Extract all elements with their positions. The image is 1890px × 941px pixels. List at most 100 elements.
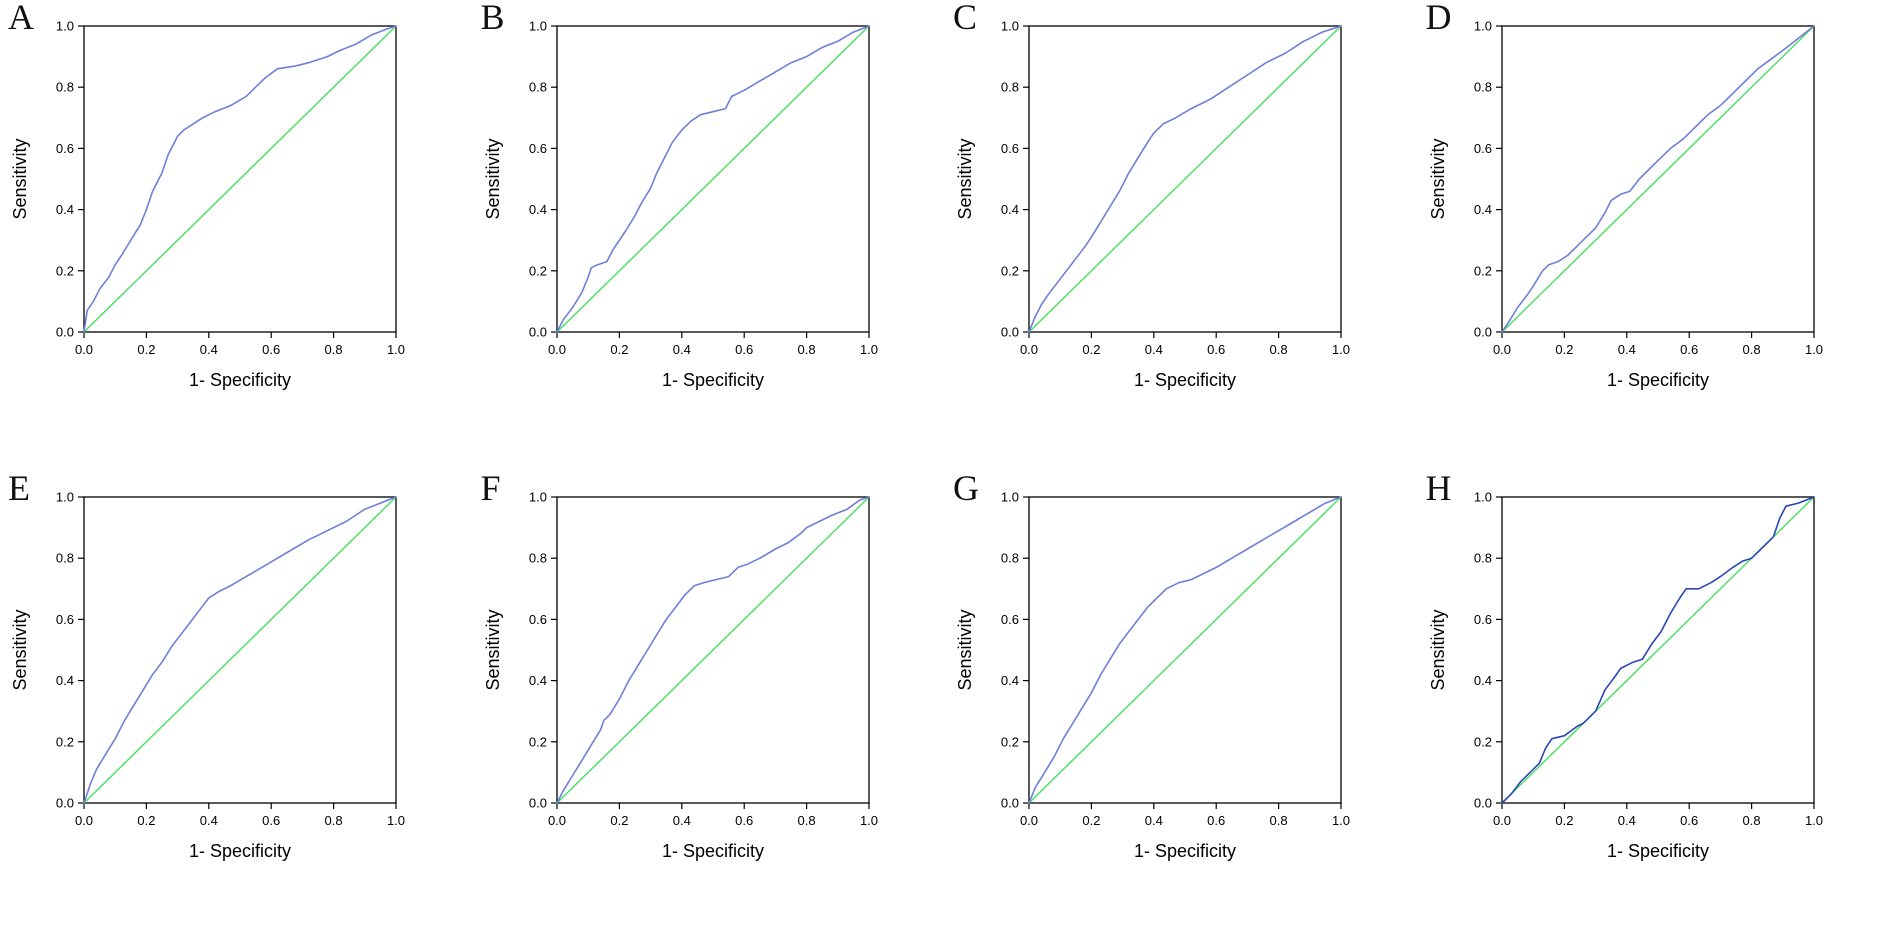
y-tick-label: 1.0 <box>1001 489 1019 504</box>
y-tick-label: 0.0 <box>528 795 546 810</box>
y-tick-label: 0.4 <box>528 202 546 217</box>
y-tick-label: 0.2 <box>56 263 74 278</box>
y-axis-label: Sensitivity <box>1428 609 1448 690</box>
x-tick-label: 0.8 <box>325 342 343 357</box>
y-tick-label: 0.2 <box>1473 263 1491 278</box>
x-tick-label: 0.4 <box>1145 813 1163 828</box>
y-tick-label: 0.0 <box>56 325 74 340</box>
x-axis-label: 1- Specificity <box>1606 370 1708 390</box>
x-tick-label: 1.0 <box>1804 342 1822 357</box>
x-axis-label: 1- Specificity <box>189 370 291 390</box>
x-tick-label: 0.2 <box>1555 813 1573 828</box>
y-tick-label: 0.6 <box>1473 141 1491 156</box>
x-tick-label: 0.8 <box>1270 813 1288 828</box>
roc-curve <box>83 495 397 804</box>
y-tick-label: 0.8 <box>1001 550 1019 565</box>
x-tick-label: 0.4 <box>200 813 218 828</box>
y-tick-label: 1.0 <box>56 489 74 504</box>
x-tick-label: 1.0 <box>1332 813 1350 828</box>
y-tick-label: 0.4 <box>56 202 74 217</box>
y-tick-label: 1.0 <box>528 19 546 34</box>
roc-panel-C: C 0.0 0.0 0.2 0.2 0.4 0.4 0.6 0.6 0.8 0.8 1.0 1.0 1- … <box>945 0 1417 470</box>
y-tick-label: 0.8 <box>528 550 546 565</box>
x-tick-label: 0.2 <box>137 342 155 357</box>
y-tick-label: 0.6 <box>56 141 74 156</box>
roc-panel-A: A 0.0 0.0 0.2 0.2 0.4 0.4 0.6 0.6 0.8 0.8 1.0 1.0 1- … <box>0 0 472 470</box>
y-axis-label: Sensitivity <box>10 138 30 219</box>
panel-label: F <box>480 470 501 508</box>
x-tick-label: 0.6 <box>1207 342 1225 357</box>
x-tick-label: 0.2 <box>1082 342 1100 357</box>
roc-curve <box>1500 495 1815 804</box>
roc-panel-E: E 0.0 0.0 0.2 0.2 0.4 0.4 0.6 0.6 0.8 0.8 1.0 1.0 1- … <box>0 471 472 941</box>
y-tick-label: 0.4 <box>1001 202 1019 217</box>
roc-curve <box>83 25 397 333</box>
x-tick-label: 0.6 <box>262 813 280 828</box>
x-tick-label: 1.0 <box>387 342 405 357</box>
roc-curve <box>1028 25 1342 333</box>
y-tick-label: 0.0 <box>56 795 74 810</box>
roc-plot-A: 0.00.0 0.2 0.2 0.4 0.4 0.6 0.6 0.8 0.8 1.0 1.0 1- S… <box>10 19 405 391</box>
x-tick-label: 0.0 <box>1492 342 1510 357</box>
x-tick-label: 0.4 <box>1617 342 1635 357</box>
x-tick-label: 0.8 <box>797 342 815 357</box>
y-tick-label: 1.0 <box>1473 19 1491 34</box>
reference-line <box>555 495 870 804</box>
y-tick-label: 0.2 <box>1001 734 1019 749</box>
roc-plot-E: 0.00.0 0.2 0.2 0.4 0.4 0.6 0.6 0.8 0.8 1.0 1.0 1- S… <box>10 489 405 861</box>
x-axis-label: 1- Specificity <box>1606 841 1708 861</box>
x-axis-label: 1- Specificity <box>1134 370 1236 390</box>
reference-line <box>1028 25 1342 333</box>
x-tick-label: 0.0 <box>75 813 93 828</box>
y-tick-label: 1.0 <box>56 19 74 34</box>
x-tick-label: 0.2 <box>1082 813 1100 828</box>
y-tick-label: 1.0 <box>528 489 546 504</box>
x-tick-label: 0.0 <box>1492 813 1510 828</box>
y-tick-label: 0.8 <box>56 80 74 95</box>
x-tick-label: 0.6 <box>735 342 753 357</box>
y-axis-label: Sensitivity <box>955 609 975 690</box>
reference-line <box>1028 495 1342 804</box>
x-tick-label: 0.2 <box>610 813 628 828</box>
y-tick-label: 0.4 <box>56 673 74 688</box>
roc-plot-H: 0.00.0 0.2 0.2 0.4 0.4 0.6 0.6 0.8 0.8 1.0 1.0 1- S… <box>1428 489 1823 861</box>
x-tick-label: 0.4 <box>1617 813 1635 828</box>
x-tick-label: 1.0 <box>859 813 877 828</box>
reference-line <box>83 25 397 333</box>
panel-label: C <box>953 0 978 37</box>
panel-label: E <box>8 470 30 508</box>
x-tick-label: 0.4 <box>1145 342 1163 357</box>
roc-plot-C: 0.00.0 0.2 0.2 0.4 0.4 0.6 0.6 0.8 0.8 1.0 1.0 1- S… <box>955 19 1350 391</box>
roc-plot-D: 0.00.0 0.2 0.2 0.4 0.4 0.6 0.6 0.8 0.8 1.0 1.0 1- S… <box>1428 19 1823 391</box>
y-tick-label: 1.0 <box>1001 19 1019 34</box>
y-tick-label: 0.8 <box>1001 80 1019 95</box>
x-tick-label: 0.2 <box>137 813 155 828</box>
y-tick-label: 0.8 <box>528 80 546 95</box>
panel-label: G <box>953 470 979 508</box>
x-tick-label: 0.8 <box>1270 342 1288 357</box>
y-tick-label: 0.2 <box>56 734 74 749</box>
reference-line <box>555 25 870 333</box>
y-tick-label: 0.2 <box>528 263 546 278</box>
x-tick-label: 0.6 <box>1680 342 1698 357</box>
x-tick-label: 0.8 <box>325 813 343 828</box>
y-tick-label: 0.8 <box>56 550 74 565</box>
y-axis-label: Sensitivity <box>483 138 503 219</box>
x-tick-label: 0.6 <box>262 342 280 357</box>
x-tick-label: 0.2 <box>610 342 628 357</box>
y-tick-label: 0.2 <box>1001 263 1019 278</box>
x-tick-label: 0.4 <box>200 342 218 357</box>
x-tick-label: 0.0 <box>1020 813 1038 828</box>
roc-panel-D: D 0.0 0.0 0.2 0.2 0.4 0.4 0.6 0.6 0.8 0.8 1.0 1.0 1- … <box>1418 0 1890 470</box>
x-tick-label: 0.0 <box>547 342 565 357</box>
roc-panel-G: G 0.0 0.0 0.2 0.2 0.4 0.4 0.6 0.6 0.8 0.8 1.0 1.0 1- … <box>945 471 1417 941</box>
panel-label: B <box>480 0 505 37</box>
y-tick-label: 0.4 <box>1473 202 1491 217</box>
x-axis-label: 1- Specificity <box>661 370 763 390</box>
y-axis-label: Sensitivity <box>1428 138 1448 219</box>
roc-curve <box>555 495 870 804</box>
x-tick-label: 0.4 <box>672 342 690 357</box>
x-tick-label: 0.6 <box>1207 813 1225 828</box>
roc-plot-B: 0.00.0 0.2 0.2 0.4 0.4 0.6 0.6 0.8 0.8 1.0 1.0 1- S… <box>483 19 878 391</box>
